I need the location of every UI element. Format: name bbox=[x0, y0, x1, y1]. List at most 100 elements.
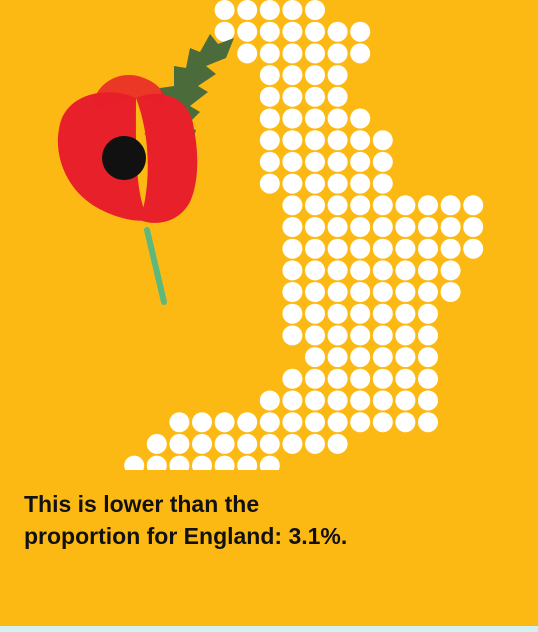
map-dot bbox=[214, 433, 235, 454]
map-dot bbox=[305, 151, 325, 172]
map-dot bbox=[282, 0, 303, 20]
map-dot bbox=[282, 108, 303, 129]
map-dot bbox=[169, 412, 190, 433]
map-dot bbox=[327, 21, 348, 42]
map-dot bbox=[305, 21, 325, 42]
map-dot bbox=[463, 238, 484, 259]
map-dot bbox=[146, 433, 167, 454]
map-dot bbox=[259, 390, 280, 411]
map-dot bbox=[327, 151, 348, 172]
map-dot bbox=[259, 173, 280, 194]
map-dot bbox=[395, 260, 416, 281]
map-dot bbox=[418, 282, 438, 302]
map-dot bbox=[350, 368, 371, 389]
map-dot bbox=[282, 303, 303, 324]
map-dot bbox=[395, 390, 416, 411]
map-dot bbox=[327, 260, 348, 281]
map-dot bbox=[214, 0, 235, 20]
map-dot bbox=[305, 86, 325, 107]
map-dot bbox=[372, 173, 393, 194]
map-dot bbox=[259, 151, 280, 172]
map-dot bbox=[282, 173, 303, 194]
map-dot bbox=[305, 195, 325, 216]
map-dot bbox=[305, 412, 325, 433]
map-dot bbox=[350, 108, 371, 129]
map-dot bbox=[192, 455, 212, 470]
map-dot bbox=[372, 217, 393, 237]
map-dot bbox=[282, 21, 303, 42]
map-dot bbox=[259, 21, 280, 42]
map-dot bbox=[463, 217, 484, 237]
map-dot bbox=[124, 455, 145, 470]
map-dot bbox=[237, 21, 258, 42]
map-dot bbox=[395, 282, 416, 302]
map-dot bbox=[395, 412, 416, 433]
map-dot bbox=[305, 43, 325, 64]
map-dot bbox=[169, 455, 190, 470]
map-dot bbox=[350, 303, 371, 324]
map-dot bbox=[237, 433, 258, 454]
map-dot bbox=[237, 0, 258, 20]
caption-line: proportion for England: 3.1%. bbox=[24, 523, 348, 549]
map-dot bbox=[350, 390, 371, 411]
map-dot bbox=[440, 217, 461, 237]
map-dot bbox=[395, 217, 416, 237]
map-dot bbox=[214, 21, 235, 42]
map-dot bbox=[327, 347, 348, 368]
map-dot bbox=[282, 368, 303, 389]
map-dot bbox=[259, 412, 280, 433]
map-dot bbox=[282, 282, 303, 302]
poppy-petal bbox=[136, 93, 198, 223]
map-dot bbox=[327, 390, 348, 411]
map-dot bbox=[327, 368, 348, 389]
map-dot bbox=[305, 282, 325, 302]
map-dot bbox=[192, 412, 212, 433]
map-dot bbox=[305, 238, 325, 259]
map-dot bbox=[372, 347, 393, 368]
map-dot bbox=[418, 412, 438, 433]
map-dot bbox=[282, 130, 303, 151]
map-dot bbox=[305, 433, 325, 454]
map-dot bbox=[350, 412, 371, 433]
map-dot bbox=[305, 390, 325, 411]
map-dot bbox=[259, 43, 280, 64]
map-dot bbox=[282, 260, 303, 281]
caption-line: This is lower than the bbox=[24, 491, 260, 517]
map-dot bbox=[282, 151, 303, 172]
map-dot bbox=[350, 217, 371, 237]
map-dot bbox=[327, 303, 348, 324]
map-dot bbox=[214, 412, 235, 433]
map-dot bbox=[418, 217, 438, 237]
map-dot bbox=[305, 368, 325, 389]
map-dot bbox=[418, 303, 438, 324]
map-dot bbox=[259, 455, 280, 470]
map-dot bbox=[282, 86, 303, 107]
map-dot bbox=[350, 238, 371, 259]
map-dot bbox=[395, 303, 416, 324]
bottom-strip bbox=[0, 626, 538, 632]
map-dot bbox=[327, 173, 348, 194]
map-dot bbox=[192, 433, 212, 454]
map-dot bbox=[282, 390, 303, 411]
map-dot bbox=[259, 130, 280, 151]
map-dot bbox=[214, 455, 235, 470]
map-dot bbox=[327, 217, 348, 237]
map-dot bbox=[418, 368, 438, 389]
map-dot bbox=[327, 412, 348, 433]
map-dot bbox=[418, 195, 438, 216]
map-dot bbox=[350, 282, 371, 302]
map-dot bbox=[372, 303, 393, 324]
map-dot bbox=[350, 260, 371, 281]
map-dot bbox=[440, 260, 461, 281]
map-dot bbox=[372, 390, 393, 411]
map-dot bbox=[463, 195, 484, 216]
map-dot bbox=[305, 108, 325, 129]
map-dot bbox=[305, 217, 325, 237]
poppy-petal bbox=[92, 75, 167, 108]
map-dot bbox=[282, 43, 303, 64]
map-dot bbox=[372, 325, 393, 346]
map-dot bbox=[350, 43, 371, 64]
map-dot bbox=[372, 412, 393, 433]
map-dot bbox=[282, 412, 303, 433]
map-dot bbox=[350, 195, 371, 216]
